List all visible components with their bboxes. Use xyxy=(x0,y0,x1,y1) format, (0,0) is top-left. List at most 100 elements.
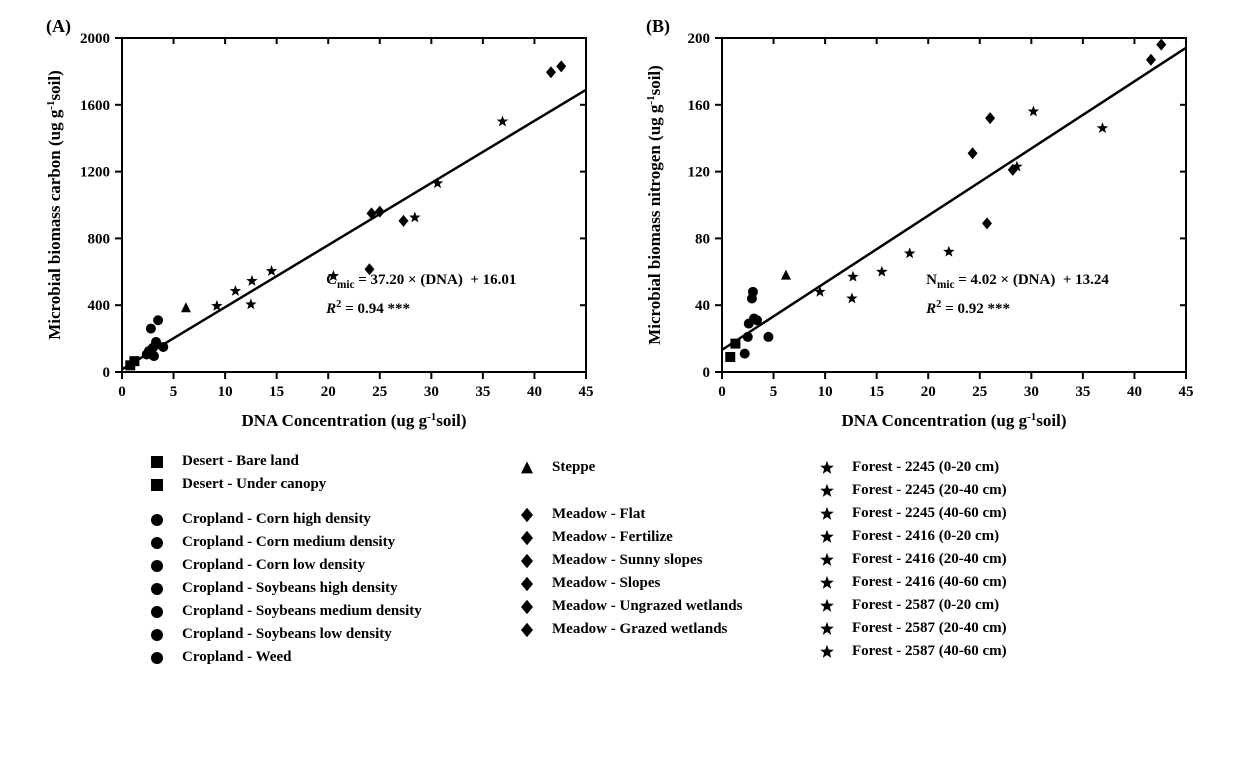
svg-text:10: 10 xyxy=(218,384,233,400)
legend-marker-icon xyxy=(520,623,534,637)
legend-col-1: Desert - Bare land Desert - Under canopy C… xyxy=(150,454,510,665)
legend-item: Forest - 2587 (40-60 cm) xyxy=(820,644,1080,659)
svg-text:40: 40 xyxy=(695,298,710,314)
svg-text:45: 45 xyxy=(579,384,594,400)
svg-text:45: 45 xyxy=(1179,384,1194,400)
legend-marker-icon xyxy=(150,559,164,573)
svg-text:35: 35 xyxy=(475,384,490,400)
svg-text:160: 160 xyxy=(688,98,711,114)
legend-label: Forest - 2245 (0-20 cm) xyxy=(852,460,999,475)
svg-text:Microbial biomass nitrogen (ug: Microbial biomass nitrogen (ug g-1soil) xyxy=(645,65,664,345)
svg-text:30: 30 xyxy=(424,384,439,400)
legend-label: Forest - 2245 (40-60 cm) xyxy=(852,506,1007,521)
svg-text:5: 5 xyxy=(770,384,778,400)
legend-item: Meadow - Fertilize xyxy=(520,530,810,545)
legend-item: Forest - 2245 (20-40 cm) xyxy=(820,483,1080,498)
legend-label: Cropland - Soybeans low density xyxy=(182,627,392,642)
legend-label: Meadow - Slopes xyxy=(552,576,660,591)
equation-text: Cmic = 37.20 × (DNA) + 16.01 xyxy=(326,272,516,291)
svg-text:400: 400 xyxy=(88,298,111,314)
legend-label: Forest - 2587 (0-20 cm) xyxy=(852,598,999,613)
legend-marker-icon xyxy=(820,553,834,567)
legend-marker-icon xyxy=(520,600,534,614)
legend-item: Forest - 2587 (20-40 cm) xyxy=(820,621,1080,636)
legend-marker-icon xyxy=(520,461,534,475)
legend-label: Cropland - Weed xyxy=(182,650,291,665)
legend-item: Forest - 2245 (40-60 cm) xyxy=(820,506,1080,521)
svg-text:1200: 1200 xyxy=(80,165,110,181)
legend-item: Forest - 2245 (0-20 cm) xyxy=(820,460,1080,475)
legend-marker-icon xyxy=(150,605,164,619)
legend-marker-icon xyxy=(820,645,834,659)
legend-item: Meadow - Slopes xyxy=(520,576,810,591)
legend-label: Meadow - Grazed wetlands xyxy=(552,622,727,637)
legend-marker-icon xyxy=(820,622,834,636)
legend-marker-icon xyxy=(820,484,834,498)
legend-label: Desert - Bare land xyxy=(182,454,299,469)
r-squared-text: R2 = 0.92 *** xyxy=(926,299,1010,318)
legend-marker-icon xyxy=(150,651,164,665)
legend-label: Forest - 2416 (40-60 cm) xyxy=(852,575,1007,590)
panel-a: (A) 051015202530354045040080012001600200… xyxy=(40,8,600,438)
legend-marker-icon xyxy=(820,530,834,544)
legend-marker-icon xyxy=(820,461,834,475)
legend-marker-icon xyxy=(150,628,164,642)
legend-marker-icon xyxy=(820,599,834,613)
legend-marker-icon xyxy=(820,507,834,521)
charts-row: (A) 051015202530354045040080012001600200… xyxy=(0,0,1240,438)
legend-label: Cropland - Corn high density xyxy=(182,512,371,527)
legend-label: Forest - 2416 (0-20 cm) xyxy=(852,529,999,544)
legend-marker-icon xyxy=(520,554,534,568)
legend-item: Desert - Under canopy xyxy=(150,477,510,492)
legend-item: Steppe xyxy=(520,460,810,475)
svg-text:20: 20 xyxy=(321,384,336,400)
legend-marker-icon xyxy=(150,513,164,527)
legend-marker-icon xyxy=(150,582,164,596)
legend-label: Forest - 2245 (20-40 cm) xyxy=(852,483,1007,498)
legend-item: Cropland - Corn medium density xyxy=(150,535,510,550)
legend-item: Meadow - Grazed wetlands xyxy=(520,622,810,637)
svg-text:2000: 2000 xyxy=(80,31,110,47)
legend-item: Cropland - Corn high density xyxy=(150,512,510,527)
legend-label: Cropland - Corn low density xyxy=(182,558,365,573)
svg-text:10: 10 xyxy=(818,384,833,400)
legend-label: Cropland - Soybeans high density xyxy=(182,581,398,596)
legend-marker-icon xyxy=(520,508,534,522)
legend-label: Forest - 2587 (20-40 cm) xyxy=(852,621,1007,636)
legend-marker-icon xyxy=(150,455,164,469)
svg-text:1600: 1600 xyxy=(80,98,110,114)
legend-label: Meadow - Ungrazed wetlands xyxy=(552,599,742,614)
svg-text:200: 200 xyxy=(688,31,711,47)
equation-text: Nmic = 4.02 × (DNA) + 13.24 xyxy=(926,272,1109,291)
legend-marker-icon xyxy=(520,577,534,591)
legend-label: Cropland - Soybeans medium density xyxy=(182,604,422,619)
legend-col-2: Steppe Meadow - Flat Meadow - Fertilize Mea… xyxy=(520,454,810,665)
legend-item: Cropland - Soybeans high density xyxy=(150,581,510,596)
legend-item: Meadow - Flat xyxy=(520,507,810,522)
legend-item: Forest - 2416 (0-20 cm) xyxy=(820,529,1080,544)
legend-item: Cropland - Soybeans low density xyxy=(150,627,510,642)
svg-text:15: 15 xyxy=(269,384,284,400)
svg-text:5: 5 xyxy=(170,384,178,400)
svg-text:Microbial biomass carbon (ug g: Microbial biomass carbon (ug g-1soil) xyxy=(45,70,64,340)
svg-text:120: 120 xyxy=(688,165,711,181)
panel-b: (B) 05101520253035404504080120160200DNA … xyxy=(640,8,1200,438)
svg-text:30: 30 xyxy=(1024,384,1039,400)
legend-col-3: Forest - 2245 (0-20 cm) Forest - 2245 (20… xyxy=(820,454,1080,665)
legend-item: Forest - 2416 (20-40 cm) xyxy=(820,552,1080,567)
svg-text:0: 0 xyxy=(103,365,111,381)
legend-marker-icon xyxy=(150,536,164,550)
legend-item: Desert - Bare land xyxy=(150,454,510,469)
svg-text:40: 40 xyxy=(1127,384,1142,400)
legend-label: Desert - Under canopy xyxy=(182,477,326,492)
svg-text:DNA Concentration (ug g-1soil): DNA Concentration (ug g-1soil) xyxy=(242,411,467,430)
legend-label: Cropland - Corn medium density xyxy=(182,535,395,550)
legend-label: Forest - 2587 (40-60 cm) xyxy=(852,644,1007,659)
svg-text:40: 40 xyxy=(527,384,542,400)
legend-item: Forest - 2416 (40-60 cm) xyxy=(820,575,1080,590)
svg-text:800: 800 xyxy=(88,231,111,247)
legend-item: Cropland - Weed xyxy=(150,650,510,665)
svg-text:0: 0 xyxy=(118,384,126,400)
legend-item: Cropland - Corn low density xyxy=(150,558,510,573)
legend-item: Meadow - Sunny slopes xyxy=(520,553,810,568)
